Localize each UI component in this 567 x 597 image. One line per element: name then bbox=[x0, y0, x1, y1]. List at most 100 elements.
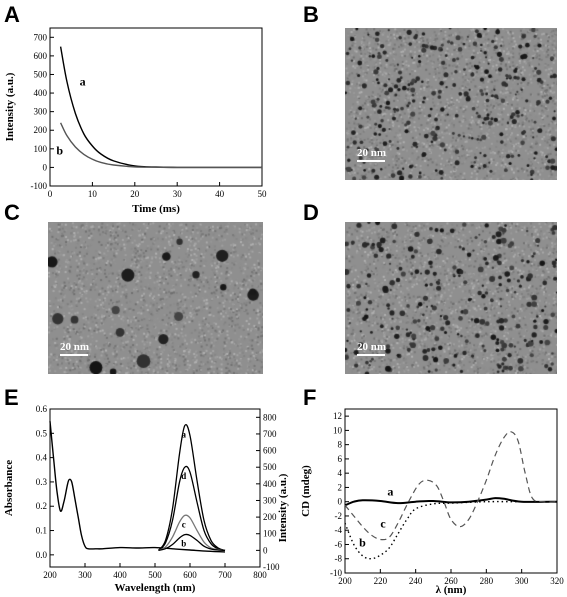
spectra-y2-tick-label: 700 bbox=[263, 429, 277, 439]
cd-y-tick-label: -4 bbox=[335, 525, 343, 535]
cd-spectra-chart: 200 220 240 260 280 300 320 -10 -8 -6 -4 -2 0 2 4 6 8 10 1… bbox=[300, 408, 564, 596]
cd-y-tick-label: 4 bbox=[338, 468, 343, 478]
spectra-y-tick-label: 0.4 bbox=[36, 453, 48, 463]
decay-x-tick-label: 20 bbox=[130, 189, 140, 199]
cd-y-tick-label: -8 bbox=[335, 554, 343, 564]
spectra-y-tick-label: 0.2 bbox=[36, 501, 47, 511]
scale-bar-line-b bbox=[357, 160, 385, 162]
cd-x-tick-label: 220 bbox=[374, 576, 388, 586]
decay-y-tick-label: 700 bbox=[34, 32, 48, 42]
decay-y-tick-label: 400 bbox=[34, 88, 48, 98]
spectra-x-tick-label: 700 bbox=[218, 570, 232, 580]
spectra-x-tick-label: 800 bbox=[253, 570, 267, 580]
spectra-x-tick-label: 500 bbox=[148, 570, 162, 580]
spectra-y-axis-label: Absorbance bbox=[3, 460, 15, 516]
spectra-y2-tick-label: 400 bbox=[263, 479, 277, 489]
cd-y-tick-label: -2 bbox=[335, 511, 343, 521]
spectra-y-tick-label: 0.3 bbox=[36, 477, 48, 487]
spectra-x-tick-label: 400 bbox=[113, 570, 127, 580]
cd-y-tick-label: 6 bbox=[338, 454, 343, 464]
spectra-y2-tick-label: 500 bbox=[263, 462, 277, 472]
scale-bar-line-d bbox=[357, 354, 385, 356]
spectra-plot-frame bbox=[49, 408, 261, 568]
decay-x-tick-label: 40 bbox=[215, 189, 225, 199]
decay-x-tick-label: 10 bbox=[88, 189, 98, 199]
decay-y-tick-label: 0 bbox=[43, 162, 48, 172]
spectra-y-tick-label: 0.6 bbox=[36, 404, 48, 414]
scale-bar-line-c bbox=[60, 354, 88, 356]
cd-y-tick-label: 12 bbox=[333, 411, 342, 421]
scale-label-b: 20 nm bbox=[357, 147, 387, 159]
decay-y-tick-label: 500 bbox=[34, 69, 48, 79]
cd-x-tick-label: 240 bbox=[409, 576, 423, 586]
spectra-y2-tick-label: 100 bbox=[263, 529, 277, 539]
emission-series-label-b: b bbox=[181, 539, 186, 549]
panel-letter-f: F bbox=[303, 385, 317, 410]
spectra-y-tick-label: 0.1 bbox=[36, 526, 47, 536]
spectra-y2-tick-label: 300 bbox=[263, 495, 277, 505]
panel-letter-e: E bbox=[4, 385, 19, 410]
panel-letter-d: D bbox=[303, 200, 319, 225]
tem-image-d: 20 nm bbox=[345, 222, 557, 374]
cd-x-axis-label: λ (nm) bbox=[436, 584, 467, 596]
cd-plot-frame bbox=[344, 408, 558, 574]
absorbance-emission-chart: 200 300 400 500 600 700 800 0.0 0.1 0.2 0.3 0.4 0.5 0… bbox=[3, 404, 289, 594]
decay-series-label-a: a bbox=[80, 75, 86, 89]
cd-y-tick-label: -10 bbox=[330, 568, 342, 578]
scale-bar-c: 20 nm bbox=[60, 342, 89, 356]
cd-series-label-a: a bbox=[387, 484, 393, 498]
panel-letter-a: A bbox=[4, 2, 20, 27]
spectra-y2-tick-label: 200 bbox=[263, 512, 277, 522]
emission-series-c bbox=[158, 514, 226, 552]
decay-x-tick-label: 30 bbox=[173, 189, 183, 199]
scale-bar-d: 20 nm bbox=[357, 342, 386, 356]
decay-plot-frame bbox=[49, 27, 263, 187]
cd-y-tick-label: 10 bbox=[333, 425, 343, 435]
cd-y-axis-label: CD (mdeg) bbox=[300, 465, 312, 517]
scale-label-d: 20 nm bbox=[357, 341, 387, 353]
cd-x-tick-label: 260 bbox=[444, 576, 458, 586]
spectra-y2-tick-label: 800 bbox=[263, 412, 277, 422]
cd-series-label-c: c bbox=[380, 516, 386, 530]
panel-letter-c: C bbox=[4, 200, 20, 225]
emission-series-label-a: a bbox=[181, 430, 186, 440]
decay-y-tick-label: -100 bbox=[31, 181, 48, 191]
cd-series-label-b: b bbox=[359, 536, 366, 550]
cd-y-tick-label: 0 bbox=[338, 497, 343, 507]
spectra-y2-tick-label: 600 bbox=[263, 446, 277, 456]
cd-x-tick-label: 280 bbox=[480, 576, 494, 586]
cd-x-tick-label: 200 bbox=[338, 576, 352, 586]
emission-series-label-d: d bbox=[181, 471, 186, 481]
emission-series-d bbox=[158, 465, 226, 552]
cd-y-tick-label: 2 bbox=[338, 482, 343, 492]
decay-y-tick-label: 100 bbox=[34, 144, 48, 154]
spectra-y-tick-label: 0.5 bbox=[36, 428, 48, 438]
emission-series-a bbox=[157, 423, 226, 552]
spectra-y2-tick-label: -100 bbox=[263, 562, 280, 572]
cd-series-b bbox=[344, 500, 557, 560]
cd-x-tick-label: 320 bbox=[550, 576, 564, 586]
decay-y-axis-label: Intensity (a.u.) bbox=[4, 72, 16, 141]
spectra-x-tick-label: 300 bbox=[78, 570, 92, 580]
spectra-x-tick-label: 200 bbox=[43, 570, 57, 580]
decay-chart: 0 10 20 30 40 50-1000100200300400500600700Tim… bbox=[4, 27, 268, 215]
decay-series-b bbox=[59, 122, 262, 169]
scale-bar-b: 20 nm bbox=[357, 148, 386, 162]
decay-x-tick-label: 50 bbox=[258, 189, 268, 199]
decay-series-a bbox=[59, 46, 262, 169]
decay-series-label-b: b bbox=[56, 143, 63, 157]
emission-series-label-c: c bbox=[182, 519, 186, 529]
cd-y-tick-label: 8 bbox=[338, 440, 343, 450]
spectra-x-tick-label: 600 bbox=[183, 570, 197, 580]
decay-x-axis-label: Time (ms) bbox=[132, 203, 180, 215]
cd-series-a bbox=[344, 497, 558, 507]
spectra-y2-tick-label: 0 bbox=[263, 545, 268, 555]
spectra-x-axis-label: Wavelength (nm) bbox=[115, 582, 196, 594]
tem-image-b: 20 nm bbox=[345, 28, 557, 180]
cd-y-tick-label: -6 bbox=[335, 539, 343, 549]
scale-label-c: 20 nm bbox=[60, 341, 90, 353]
emission-series-b bbox=[158, 533, 226, 552]
spectra-y2-axis-label: Intensity (a.u.) bbox=[277, 473, 289, 542]
panel-letter-b: B bbox=[303, 2, 319, 27]
decay-x-tick-label: 0 bbox=[48, 189, 53, 199]
